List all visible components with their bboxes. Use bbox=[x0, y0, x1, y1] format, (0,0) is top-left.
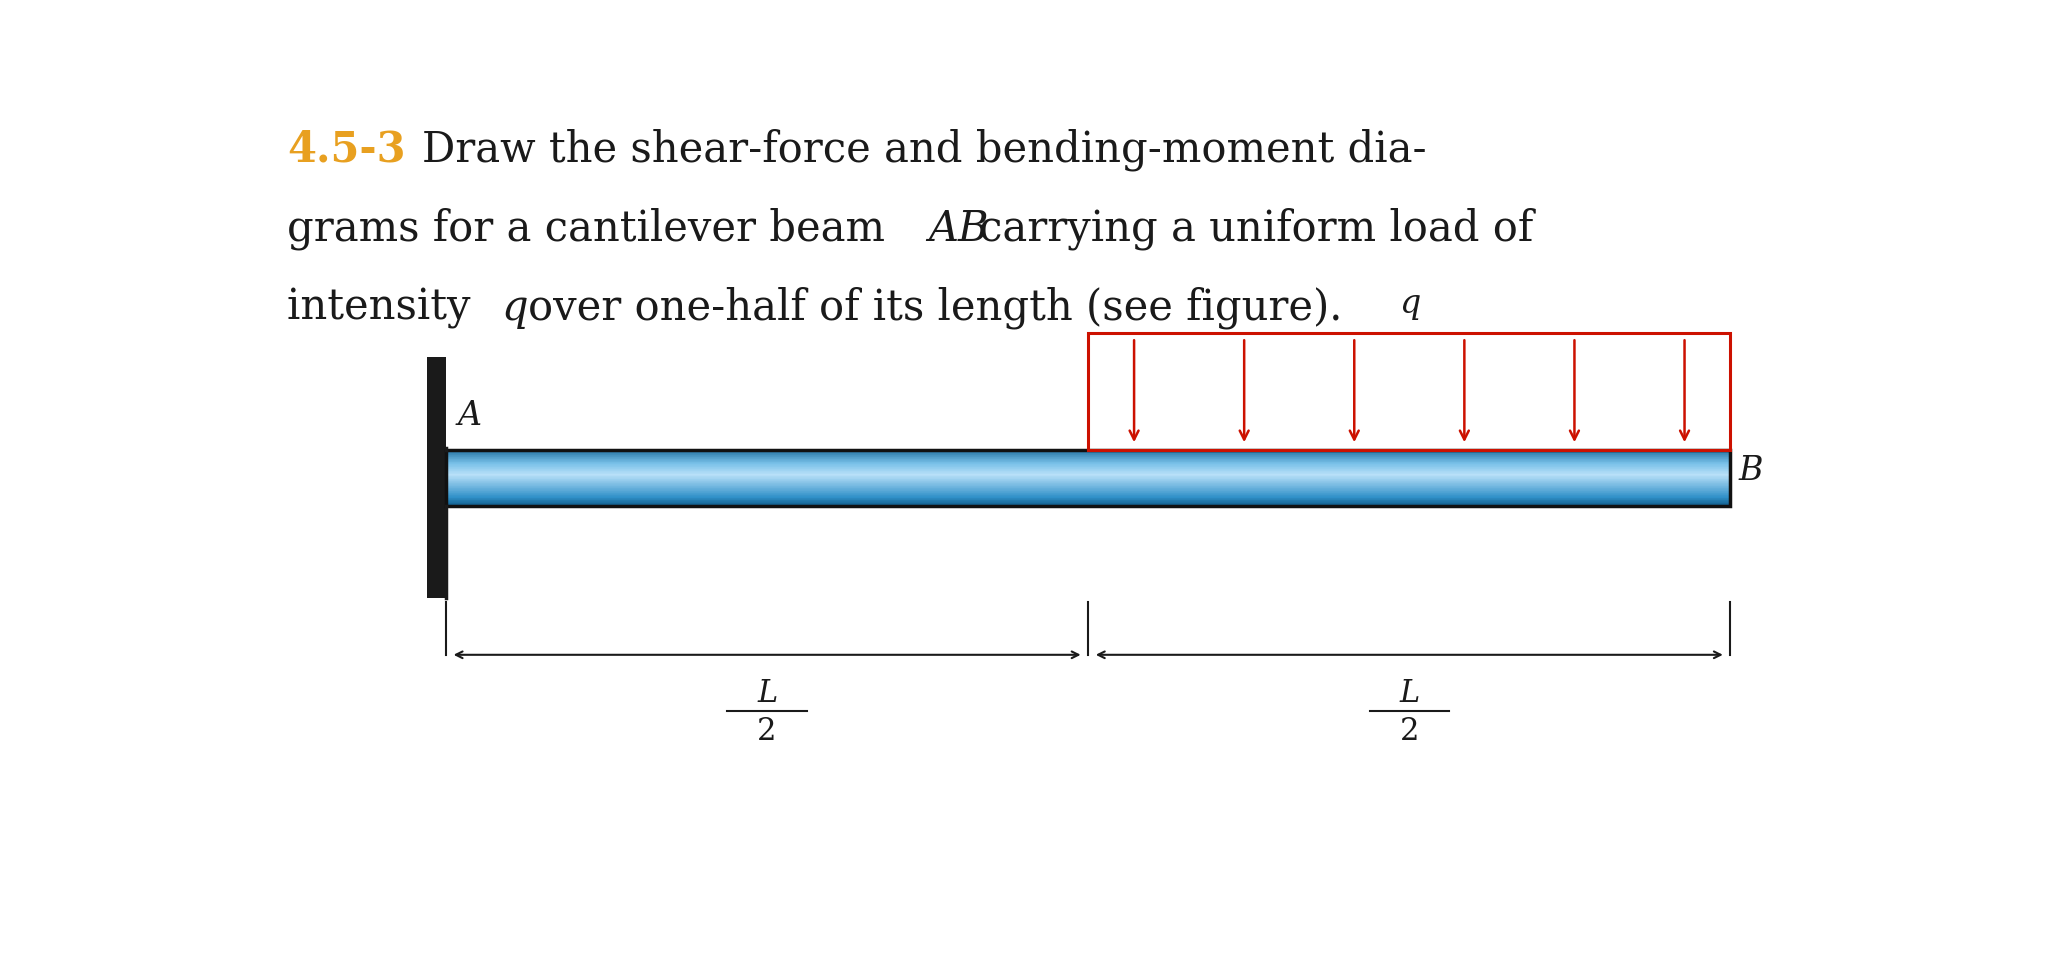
Text: A: A bbox=[456, 400, 481, 431]
Text: 2: 2 bbox=[1399, 715, 1420, 745]
Text: 4.5-3: 4.5-3 bbox=[286, 129, 405, 170]
Text: L: L bbox=[757, 677, 777, 708]
Text: grams for a cantilever beam: grams for a cantilever beam bbox=[286, 207, 898, 250]
Text: AB: AB bbox=[929, 207, 988, 249]
Text: over one-half of its length (see figure).: over one-half of its length (see figure)… bbox=[528, 286, 1342, 329]
Text: Draw the shear-force and bending-moment dia-: Draw the shear-force and bending-moment … bbox=[421, 129, 1426, 171]
Bar bbox=[446, 450, 1731, 506]
Text: q: q bbox=[501, 286, 528, 328]
Text: intensity: intensity bbox=[286, 286, 485, 328]
Text: L: L bbox=[1399, 677, 1420, 708]
Text: carrying a uniform load of: carrying a uniform load of bbox=[978, 207, 1532, 250]
Text: 2: 2 bbox=[757, 715, 777, 745]
Bar bbox=[428, 358, 446, 599]
Text: B: B bbox=[1739, 455, 1764, 487]
Bar bbox=[1088, 333, 1731, 450]
Text: q: q bbox=[1399, 288, 1420, 320]
